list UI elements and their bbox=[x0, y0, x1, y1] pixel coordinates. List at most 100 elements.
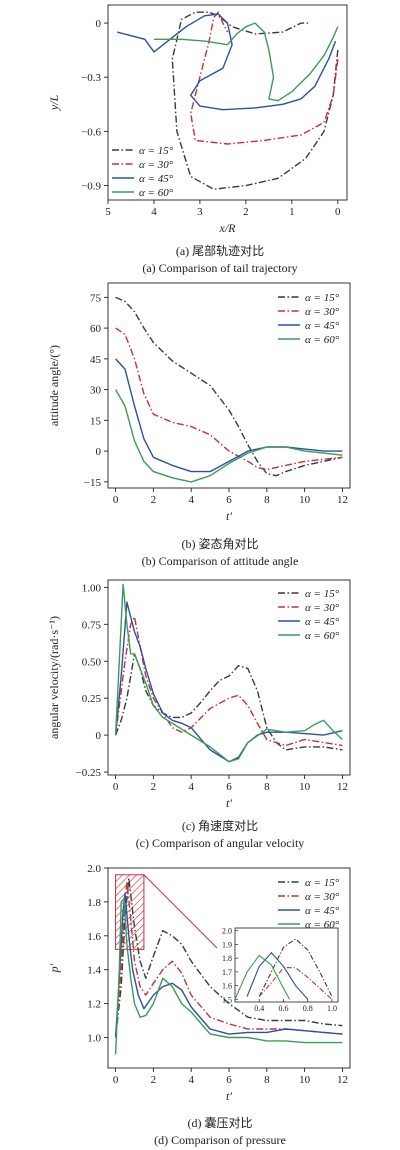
y-tick-label-d: 2.0 bbox=[87, 863, 101, 875]
legend-label-a: α = 60° bbox=[139, 187, 174, 199]
inset-y-tick-label: 2.0 bbox=[222, 927, 232, 936]
x-tick-label-c: 10 bbox=[299, 781, 311, 793]
series-line-d-0 bbox=[114, 877, 343, 1038]
inset-y-tick-label: 1.7 bbox=[222, 968, 232, 977]
y-tick-label-d: 1.4 bbox=[87, 965, 101, 977]
legend-label-b: α = 15° bbox=[305, 292, 340, 304]
panel-b: 0 2 4 6 8 10 12 75 60 45 30 15 0 −15 t′ attitude angle/… bbox=[47, 282, 351, 523]
caption-a-en: (a) Comparison of tail trajectory bbox=[142, 261, 297, 275]
y-tick-label-a: −0.3 bbox=[81, 72, 101, 84]
x-axis-label-c: t′ bbox=[226, 796, 232, 810]
x-tick-label-b: 12 bbox=[337, 494, 348, 506]
inset-x-tick-label: 0.8 bbox=[303, 1004, 313, 1013]
series-line-b-3 bbox=[114, 389, 343, 483]
x-tick-label-d: 4 bbox=[188, 1074, 194, 1086]
x-tick-label-d: 10 bbox=[299, 1074, 311, 1086]
inset-zoom: 0.4 0.6 0.8 1.0 2.0 1.9 1.8 1.7 1.6 1.5 bbox=[222, 927, 339, 1013]
legend-label-d: α = 30° bbox=[305, 891, 340, 903]
caption-b-en: (b) Comparison of attitude angle bbox=[142, 554, 299, 568]
x-tick-label-a: 0 bbox=[335, 206, 341, 218]
caption-a-cn: (a) 尾部轨迹对比 bbox=[176, 243, 264, 258]
series-line-b-1 bbox=[115, 327, 343, 471]
inset-y-tick-label: 1.6 bbox=[222, 982, 232, 991]
x-axis-label-b: t′ bbox=[226, 509, 232, 523]
x-tick-label-c: 12 bbox=[337, 781, 348, 793]
inset-y-tick-label: 1.9 bbox=[222, 940, 232, 949]
legend-a: α = 15° α = 30° α = 45° α = 60° bbox=[112, 145, 174, 199]
caption-c-cn: (c) 角速度对比 bbox=[182, 818, 258, 833]
y-tick-label-b: 15 bbox=[90, 415, 102, 427]
inset-series-line-3 bbox=[234, 954, 290, 1000]
inset-series-line-2 bbox=[246, 951, 309, 1000]
legend-label-b: α = 45° bbox=[305, 320, 340, 332]
caption-d-en: (d) Comparison of pressure bbox=[154, 1133, 286, 1147]
y-tick-label-c: 1.00 bbox=[82, 582, 102, 594]
x-tick-label-c: 2 bbox=[151, 781, 157, 793]
axes-frame-a bbox=[107, 4, 348, 201]
inset-x-tick-label: 0.6 bbox=[278, 1004, 288, 1013]
inset-y-tick-label: 1.8 bbox=[222, 954, 232, 963]
y-tick-label-d: 1.0 bbox=[87, 1032, 101, 1044]
y-tick-label-a: −0.6 bbox=[81, 126, 101, 138]
y-axis-label-b: attitude angle/(°) bbox=[47, 345, 61, 426]
x-tick-label-a: 2 bbox=[243, 206, 249, 218]
caption-b-cn: (b) 姿态角对比 bbox=[182, 537, 259, 551]
y-tick-label-b: −15 bbox=[84, 477, 102, 489]
y-tick-label-a: −0.9 bbox=[81, 181, 101, 193]
series-line-a-1 bbox=[189, 11, 339, 145]
y-tick-label-c: 0 bbox=[96, 730, 102, 742]
y-tick-label-c: −0.25 bbox=[76, 767, 102, 779]
series-line-a-0 bbox=[171, 11, 339, 190]
y-axis-label-a: y/L bbox=[47, 95, 61, 112]
legend-label-b: α = 60° bbox=[305, 334, 340, 346]
x-tick-label-c: 4 bbox=[188, 781, 194, 793]
inset-x-tick-label: 0.4 bbox=[254, 1004, 264, 1013]
x-tick-label-b: 6 bbox=[226, 494, 232, 506]
series-line-b-2 bbox=[115, 358, 343, 473]
legend-label-a: α = 15° bbox=[139, 145, 174, 157]
legend-label-d: α = 15° bbox=[305, 877, 340, 889]
x-tick-label-b: 0 bbox=[113, 494, 119, 506]
inset-series-line-1 bbox=[258, 967, 333, 1000]
x-tick-label-d: 8 bbox=[264, 1074, 270, 1086]
chart-panels: 5 4 3 2 1 00−0.3−0.6−0.9x/Ry/Lα = 15°α = 30°α… bbox=[47, 4, 351, 1103]
legend-label-b: α = 30° bbox=[305, 306, 340, 318]
x-tick-label-b: 2 bbox=[151, 494, 157, 506]
y-axis-label-c: angular velocity/(rad·s⁻¹) bbox=[47, 616, 61, 739]
series-line-c-0 bbox=[114, 653, 343, 751]
y-tick-label-b: 60 bbox=[90, 323, 102, 335]
y-axis-label-d: p′ bbox=[47, 963, 61, 973]
legend-d: α = 15°α = 30°α = 45°α = 60° bbox=[278, 877, 340, 931]
x-tick-label-b: 4 bbox=[188, 494, 194, 506]
panel-d: 0 2 4 6 8 10 12 2.0 1.8 1.6 1.4 1.2 1.0 t′ p′ α = 15° α … bbox=[47, 863, 351, 1103]
y-tick-label-b: 30 bbox=[90, 385, 102, 397]
caption-c-en: (c) Comparison of angular velocity bbox=[136, 836, 305, 850]
y-tick-label-b: 75 bbox=[90, 292, 102, 304]
panel-c: 0 2 4 6 8 10 12 1.00 0.75 0.50 0.25 0 −0.25 t′ angular… bbox=[47, 579, 351, 810]
series-line-d-1 bbox=[114, 880, 343, 1038]
y-tick-label-c: 0.50 bbox=[82, 656, 102, 668]
y-tick-label-c: 0.75 bbox=[82, 619, 102, 631]
legend-label-c: α = 30° bbox=[305, 602, 340, 614]
x-tick-label-b: 8 bbox=[264, 494, 270, 506]
x-tick-label-a: 4 bbox=[151, 206, 157, 218]
x-tick-label-d: 12 bbox=[337, 1074, 348, 1086]
legend-b: α = 15° α = 30° α = 45° α = 60° bbox=[278, 292, 340, 346]
x-axis-label-a: x/R bbox=[219, 221, 237, 235]
y-tick-label-b: 45 bbox=[90, 354, 102, 366]
x-tick-label-a: 5 bbox=[105, 206, 111, 218]
series-line-b-0 bbox=[115, 296, 343, 477]
y-tick-label-d: 1.6 bbox=[87, 931, 101, 943]
y-tick-label-b: 0 bbox=[96, 446, 102, 458]
zoom-connector-line bbox=[143, 874, 218, 949]
x-tick-label-b: 10 bbox=[299, 494, 311, 506]
y-tick-label-c: 0.25 bbox=[82, 693, 102, 705]
caption-d-cn: (d) 囊压对比 bbox=[188, 1115, 253, 1130]
series-line-d-3 bbox=[114, 897, 343, 1055]
legend-label-c: α = 60° bbox=[305, 630, 340, 642]
legend-c: α = 15° α = 30° α = 45° α = 60° bbox=[278, 588, 340, 642]
series-line-c-2 bbox=[114, 601, 343, 763]
x-tick-label-a: 1 bbox=[289, 206, 295, 218]
y-tick-label-a: 0 bbox=[96, 18, 102, 30]
